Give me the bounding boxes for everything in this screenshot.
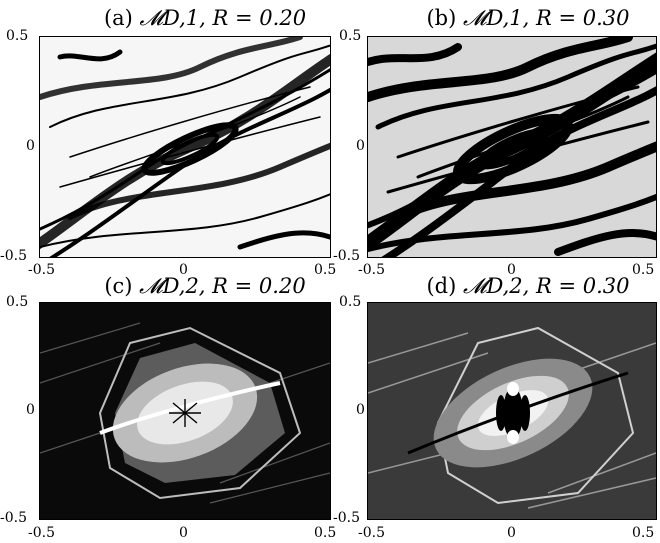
panel-c-ytick-mid: 0 (26, 402, 35, 418)
panel-c-image (40, 303, 330, 519)
panel-a-r: R = 0.20 (212, 6, 307, 30)
panel-a-xtick-left: -0.5 (28, 262, 55, 278)
panel-c-r: R = 0.20 (212, 274, 306, 298)
panel-b-ytick-top: 0.5 (339, 28, 362, 44)
panel-c-xtick-right: 0.5 (314, 525, 337, 541)
panel-a-label: (a) (103, 6, 133, 30)
panel-a-xtick-right: 0.5 (314, 262, 337, 278)
panel-a-ytick-bottom: -0.5 (0, 248, 27, 264)
panel-b-map: 𝓜D,1, (463, 6, 530, 30)
panel-c-ytick-bottom: -0.5 (0, 510, 27, 526)
panel-c-title: (c) 𝓜D,2, R = 0.20 (75, 274, 335, 299)
panel-b-r: R = 0.30 (536, 6, 630, 30)
panel-d-xtick-mid: 0 (507, 525, 516, 541)
panel-a-ytick-top: 0.5 (6, 28, 29, 44)
panel-c-xtick-mid: 0 (179, 525, 188, 541)
panel-d-title: (d) 𝓜D,2, R = 0.30 (398, 274, 658, 299)
panel-d-ytick-mid: 0 (356, 402, 365, 418)
panel-a-title: (a) 𝓜D,1, R = 0.20 (75, 6, 335, 31)
panel-d-ytick-top: 0.5 (339, 294, 362, 310)
panel-c-xtick-left: -0.5 (28, 525, 55, 541)
panel-d-r: R = 0.30 (536, 274, 630, 298)
panel-d-label: (d) (426, 274, 457, 298)
panel-a-plot (39, 36, 331, 258)
panel-c-label: (c) (104, 274, 133, 298)
panel-d-plot (367, 302, 657, 520)
panel-d-image (368, 303, 656, 519)
panel-a-xtick-mid: 0 (179, 262, 188, 278)
panel-b-title: (b) 𝓜D,1, R = 0.30 (398, 6, 658, 31)
panel-b-image (368, 37, 656, 257)
panel-c-plot (39, 302, 331, 520)
panel-a-ytick-mid: 0 (26, 138, 35, 154)
panel-d-map: 𝓜D,2, (463, 274, 530, 298)
panel-a-image (40, 37, 330, 257)
panel-b-xtick-right: 0.5 (632, 262, 655, 278)
panel-d-xtick-right: 0.5 (632, 525, 655, 541)
panel-b-xtick-mid: 0 (507, 262, 516, 278)
panel-d-xtick-left: -0.5 (358, 525, 385, 541)
panel-b-ytick-bottom: -0.5 (333, 248, 360, 264)
panel-c-ytick-top: 0.5 (6, 294, 29, 310)
panel-a-map: 𝓜D,1, (139, 6, 206, 30)
panel-b-label: (b) (426, 6, 457, 30)
panel-c-map: 𝓜D,2, (139, 274, 206, 298)
panel-d-ytick-bottom: -0.5 (333, 510, 360, 526)
panel-b-plot (367, 36, 657, 258)
panel-b-ytick-mid: 0 (356, 138, 365, 154)
panel-b-xtick-left: -0.5 (358, 262, 385, 278)
